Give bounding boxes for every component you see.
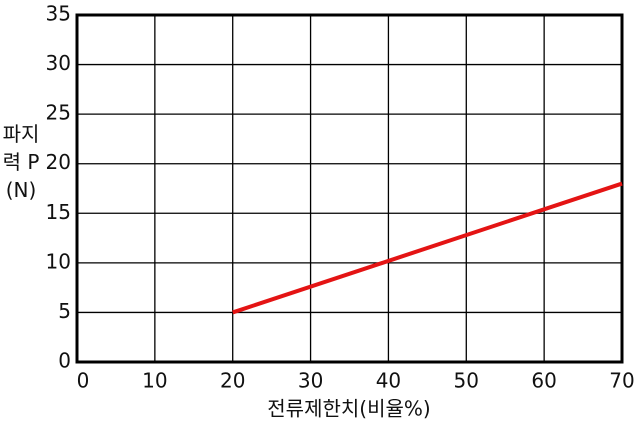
plot-border — [75, 13, 624, 364]
x-tick-label: 70 — [609, 369, 634, 393]
x-tick-label: 60 — [531, 369, 556, 393]
data-line — [232, 181, 623, 315]
y-tick-label: 35 — [46, 2, 71, 26]
y-tick-label: 30 — [46, 51, 71, 75]
y-axis-label: 파지력 P (N) — [2, 122, 40, 202]
y-tick-label: 25 — [46, 101, 71, 125]
y-tick-label: 15 — [46, 200, 71, 224]
x-tick-label: 30 — [298, 369, 323, 393]
x-axis-label: 전류제한치(비율%) — [267, 397, 430, 421]
y-tick-label: 20 — [46, 150, 71, 174]
y-tick-label: 5 — [58, 299, 71, 323]
y-tick-label: 0 — [58, 349, 71, 373]
x-tick-label: 10 — [142, 369, 167, 393]
x-tick-label: 0 — [77, 369, 90, 393]
x-tick-label: 40 — [376, 369, 401, 393]
y-tick-label: 10 — [46, 249, 71, 273]
x-tick-label: 20 — [220, 369, 245, 393]
x-tick-label: 50 — [454, 369, 479, 393]
